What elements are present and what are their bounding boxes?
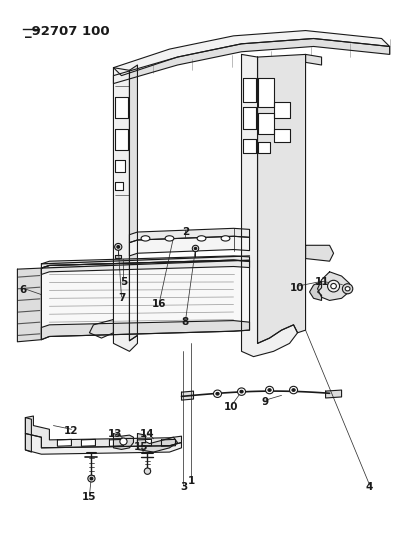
Polygon shape	[137, 439, 152, 446]
Polygon shape	[258, 54, 305, 343]
Polygon shape	[243, 108, 256, 128]
Polygon shape	[181, 391, 193, 400]
Text: 4: 4	[366, 481, 373, 491]
Ellipse shape	[117, 246, 120, 248]
Polygon shape	[115, 97, 128, 118]
Ellipse shape	[266, 386, 274, 394]
Text: 1: 1	[188, 477, 195, 486]
Ellipse shape	[331, 284, 337, 289]
Polygon shape	[137, 433, 177, 452]
Polygon shape	[258, 142, 270, 152]
Text: 16: 16	[152, 298, 167, 309]
Polygon shape	[326, 390, 342, 398]
Polygon shape	[129, 65, 137, 341]
Ellipse shape	[328, 280, 340, 292]
Ellipse shape	[120, 438, 127, 445]
Polygon shape	[114, 433, 133, 449]
Text: _92707 100: _92707 100	[25, 25, 110, 38]
Ellipse shape	[114, 244, 122, 251]
Ellipse shape	[197, 236, 206, 241]
Polygon shape	[305, 54, 322, 65]
Polygon shape	[243, 78, 256, 102]
Polygon shape	[318, 272, 349, 301]
Ellipse shape	[240, 390, 243, 393]
Polygon shape	[57, 439, 71, 446]
Polygon shape	[89, 319, 114, 338]
Text: 6: 6	[20, 285, 27, 295]
Polygon shape	[258, 113, 274, 134]
Ellipse shape	[214, 390, 222, 398]
Ellipse shape	[343, 284, 353, 294]
Ellipse shape	[221, 236, 230, 241]
Ellipse shape	[268, 389, 271, 391]
Polygon shape	[25, 433, 181, 454]
Ellipse shape	[88, 475, 95, 482]
Polygon shape	[274, 102, 289, 118]
Polygon shape	[115, 128, 128, 150]
Polygon shape	[129, 228, 249, 243]
Polygon shape	[42, 320, 249, 340]
Text: 3: 3	[180, 481, 187, 491]
Text: 15: 15	[134, 442, 149, 452]
Ellipse shape	[192, 245, 199, 252]
Ellipse shape	[345, 287, 350, 291]
Ellipse shape	[165, 236, 174, 241]
Text: 8: 8	[182, 317, 189, 327]
Polygon shape	[114, 30, 390, 76]
Polygon shape	[42, 260, 249, 340]
Polygon shape	[25, 418, 31, 452]
Ellipse shape	[141, 236, 150, 241]
Polygon shape	[42, 256, 249, 268]
Ellipse shape	[90, 477, 93, 480]
Text: 14: 14	[140, 429, 155, 439]
Polygon shape	[115, 160, 125, 172]
Polygon shape	[114, 68, 137, 351]
Text: 10: 10	[224, 402, 239, 412]
Polygon shape	[25, 416, 181, 448]
Polygon shape	[129, 236, 249, 256]
Ellipse shape	[292, 389, 295, 391]
Text: 10: 10	[290, 282, 305, 293]
Polygon shape	[115, 182, 123, 190]
Polygon shape	[258, 78, 274, 108]
Polygon shape	[310, 281, 322, 301]
Polygon shape	[110, 439, 123, 446]
Polygon shape	[114, 38, 390, 84]
Text: 13: 13	[108, 429, 123, 439]
Text: 2: 2	[182, 227, 189, 237]
Polygon shape	[241, 54, 297, 357]
Ellipse shape	[216, 392, 219, 395]
Polygon shape	[115, 255, 121, 258]
Polygon shape	[243, 139, 256, 152]
Ellipse shape	[237, 388, 245, 395]
Text: 15: 15	[82, 492, 97, 502]
Polygon shape	[17, 268, 42, 342]
Text: 12: 12	[64, 426, 79, 436]
Polygon shape	[274, 128, 289, 142]
Ellipse shape	[144, 468, 151, 474]
Text: 5: 5	[120, 277, 127, 287]
Ellipse shape	[289, 386, 297, 394]
Text: 7: 7	[118, 293, 125, 303]
Text: 9: 9	[262, 397, 269, 407]
Polygon shape	[42, 260, 249, 274]
Polygon shape	[162, 439, 175, 446]
Text: 11: 11	[314, 277, 329, 287]
Polygon shape	[81, 439, 96, 446]
Polygon shape	[305, 245, 334, 261]
Ellipse shape	[194, 247, 197, 249]
